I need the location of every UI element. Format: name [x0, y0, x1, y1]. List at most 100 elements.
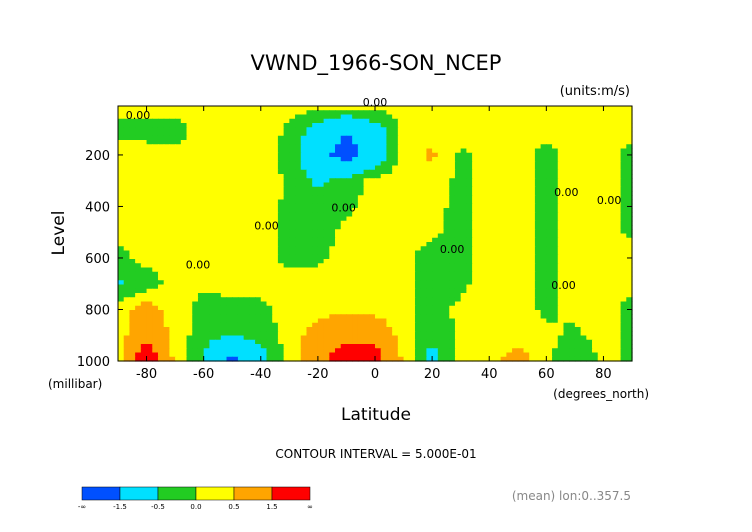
field-cell [574, 106, 582, 111]
field-cell [483, 259, 490, 264]
field-cell [352, 276, 359, 281]
field-cell [426, 140, 433, 145]
field-cell [357, 144, 365, 150]
field-cell [266, 229, 273, 235]
field-cell [483, 157, 490, 162]
field-cell [169, 174, 176, 179]
field-cell [186, 144, 193, 150]
field-cell [140, 161, 148, 167]
field-cell [609, 165, 616, 171]
field-cell [432, 131, 439, 137]
field-cell [397, 225, 405, 230]
field-cell [197, 135, 205, 141]
field-cell [409, 123, 416, 128]
field-cell [352, 127, 359, 133]
field-cell [574, 322, 582, 328]
field-cell [249, 161, 256, 167]
field-cell [460, 246, 467, 252]
field-cell [255, 123, 262, 128]
field-cell [443, 131, 450, 137]
field-cell [335, 106, 342, 111]
field-cell [506, 212, 513, 218]
field-cell [232, 237, 239, 243]
field-cell [369, 186, 376, 192]
field-cell [323, 148, 330, 154]
field-cell [586, 310, 593, 315]
field-cell [534, 148, 542, 154]
field-cell [392, 123, 399, 128]
field-cell [140, 301, 148, 307]
field-cell [592, 335, 599, 341]
field-cell [232, 242, 239, 247]
field-cell [243, 174, 250, 179]
field-cell [363, 178, 370, 184]
field-cell [232, 305, 239, 311]
field-cell [346, 208, 353, 213]
field-cell [306, 123, 313, 128]
field-cell [312, 263, 319, 269]
field-cell [454, 114, 462, 120]
field-cell [523, 318, 530, 324]
field-cell [346, 288, 353, 294]
field-cell [426, 165, 433, 171]
field-cell [232, 259, 239, 264]
field-cell [529, 165, 536, 171]
field-cell [603, 212, 610, 218]
field-cell [180, 144, 188, 150]
field-cell [466, 322, 473, 328]
field-cell [552, 254, 559, 260]
field-cell [135, 237, 142, 243]
field-cell [432, 212, 439, 218]
field-cell [146, 305, 153, 311]
field-cell [152, 169, 159, 175]
field-cell [277, 110, 285, 116]
field-cell [123, 110, 131, 116]
field-cell [409, 327, 416, 332]
field-cell [272, 225, 279, 230]
field-cell [460, 118, 467, 124]
field-cell [152, 229, 159, 235]
field-cell [540, 140, 547, 145]
field-cell [157, 131, 165, 137]
field-cell [192, 106, 199, 111]
field-cell [203, 135, 210, 141]
field-cell [563, 322, 570, 328]
field-cell [163, 314, 170, 320]
field-cell [483, 242, 490, 247]
field-cell [466, 118, 473, 124]
field-cell [426, 271, 433, 277]
field-cell [597, 314, 605, 320]
field-cell [426, 203, 433, 209]
field-cell [255, 186, 262, 192]
field-cell [597, 157, 605, 162]
field-cell [580, 178, 587, 184]
field-cell [260, 127, 268, 133]
field-cell [597, 152, 605, 158]
field-cell [157, 148, 165, 154]
field-cell [249, 284, 256, 290]
field-cell [540, 169, 547, 175]
field-cell [466, 191, 473, 196]
field-cell [603, 263, 610, 269]
field-cell [403, 157, 410, 162]
field-cell [614, 182, 622, 188]
field-cell [414, 220, 422, 226]
field-cell [483, 318, 490, 324]
field-cell [592, 305, 599, 311]
field-cell [129, 152, 136, 158]
field-cell [569, 301, 576, 307]
field-cell [437, 267, 445, 273]
field-cell [569, 127, 576, 133]
field-cell [352, 178, 359, 184]
field-cell [483, 263, 490, 269]
field-cell [369, 254, 376, 260]
field-cell [169, 208, 176, 213]
field-cell [454, 169, 462, 175]
field-cell [357, 297, 365, 303]
field-cell [620, 250, 627, 256]
field-cell [129, 310, 136, 315]
field-cell [289, 327, 296, 332]
field-cell [534, 152, 542, 158]
field-cell [420, 127, 427, 133]
field-cell [500, 165, 507, 171]
